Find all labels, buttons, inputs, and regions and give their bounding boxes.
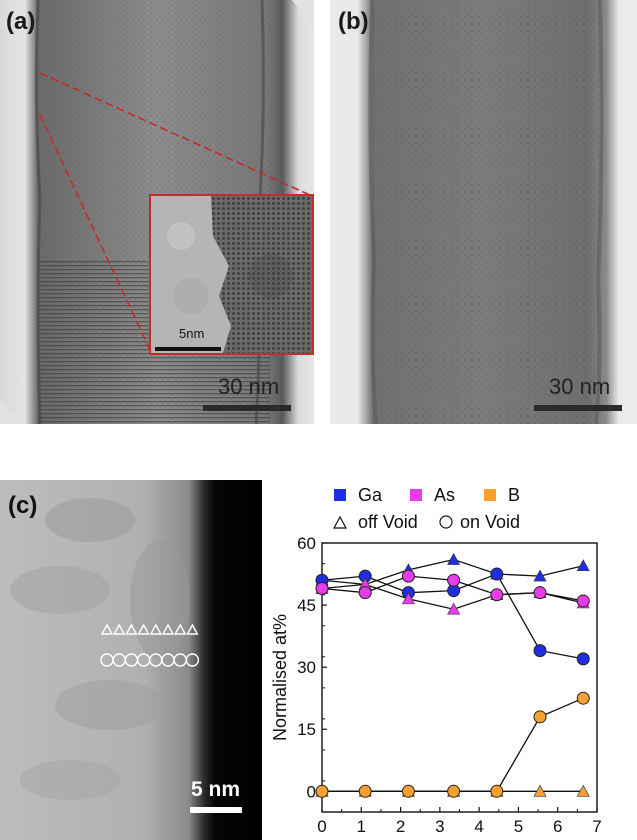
data-point-as-circle <box>358 586 372 600</box>
data-point-b-circle <box>533 710 547 724</box>
data-point-as-triangle <box>401 592 415 605</box>
x-tick-label: 7 <box>592 817 601 836</box>
legend-swatch-b <box>484 489 496 501</box>
y-tick-label: 30 <box>297 658 316 677</box>
off-void-marker <box>174 623 187 635</box>
off-void-marker <box>137 623 150 635</box>
panel-a: 5nm (a) 30 nm <box>0 0 314 424</box>
y-tick-label: 0 <box>307 782 316 801</box>
data-point-b-circle <box>358 784 372 798</box>
y-tick-label: 15 <box>297 720 316 739</box>
legend-swatch-as <box>410 489 422 501</box>
y-tick-label: 45 <box>297 596 316 615</box>
data-point-as-circle <box>576 594 590 608</box>
on-void-marker <box>185 653 200 667</box>
off-void-marker <box>186 623 199 635</box>
panel-a-scale-label: 30 nm <box>218 374 280 399</box>
legend-label-b: B <box>508 485 520 505</box>
panel-a-inset: 5nm <box>149 194 314 355</box>
x-tick-label: 3 <box>435 817 444 836</box>
on-void-circle-markers <box>100 653 200 667</box>
data-point-b-circle <box>315 784 329 798</box>
panel-b-scale-bar <box>534 405 622 411</box>
inset-scale-label: 5nm <box>179 326 205 341</box>
panel-c-chart: 01530456001234567x (nm)Normalised at%GaA… <box>262 480 637 840</box>
off-void-marker <box>149 623 162 635</box>
y-tick-label: 60 <box>297 534 316 553</box>
data-point-b-triangle <box>576 784 590 797</box>
x-tick-label: 0 <box>317 817 326 836</box>
panel-c-haadf-image <box>0 480 262 840</box>
panel-b-scale-label: 30 nm <box>549 374 611 399</box>
off-void-marker <box>113 623 126 635</box>
data-point-b-circle <box>576 691 590 705</box>
data-point-b-triangle <box>533 784 547 797</box>
data-point-ga-triangle <box>447 552 461 565</box>
legend-circle-icon <box>439 515 453 529</box>
data-point-b-circle <box>490 784 504 798</box>
legend-label-ga: Ga <box>358 485 383 505</box>
legend-triangle-icon <box>332 515 348 529</box>
panel-c-label: (c) <box>8 492 38 519</box>
data-point-as-circle <box>315 582 329 596</box>
panel-c-scale-label: 5 nm <box>191 778 241 801</box>
off-void-triangle-markers <box>100 623 199 635</box>
data-point-as-circle <box>490 588 504 602</box>
data-point-b-circle <box>401 784 415 798</box>
data-point-as-triangle <box>447 602 461 615</box>
off-void-marker <box>125 623 138 635</box>
x-tick-label: 2 <box>396 817 405 836</box>
data-point-ga-triangle <box>533 569 547 582</box>
data-point-as-circle <box>533 586 547 600</box>
x-tick-label: 1 <box>357 817 366 836</box>
legend-label-on-void: on Void <box>460 512 520 532</box>
composition-chart: 01530456001234567x (nm)Normalised at%GaA… <box>270 485 602 836</box>
data-point-as-circle <box>447 573 461 587</box>
data-point-b-circle <box>447 784 461 798</box>
legend-swatch-ga <box>334 489 346 501</box>
data-point-ga-triangle <box>576 559 590 572</box>
panel-b-tem-image <box>330 0 637 424</box>
panel-a-scale-bar <box>203 405 291 411</box>
y-axis-label: Normalised at% <box>270 614 290 741</box>
inset-hrtem-image <box>151 196 312 353</box>
off-void-marker <box>161 623 175 635</box>
x-tick-label: 5 <box>514 817 523 836</box>
panel-a-label: (a) <box>6 8 36 35</box>
x-tick-label: 4 <box>474 817 483 836</box>
x-tick-label: 6 <box>553 817 562 836</box>
panel-b-label: (b) <box>338 8 369 35</box>
panel-c-image: (c) 5 nm <box>0 480 262 840</box>
off-void-marker <box>100 623 114 635</box>
legend-label-as: As <box>434 485 455 505</box>
data-point-ga-circle <box>490 567 504 581</box>
panel-b: (b) 30 nm <box>330 0 637 424</box>
data-point-ga-circle <box>576 652 590 666</box>
data-point-as-circle <box>401 569 415 583</box>
legend-label-off-void: off Void <box>358 512 418 532</box>
data-point-ga-circle <box>533 644 547 658</box>
